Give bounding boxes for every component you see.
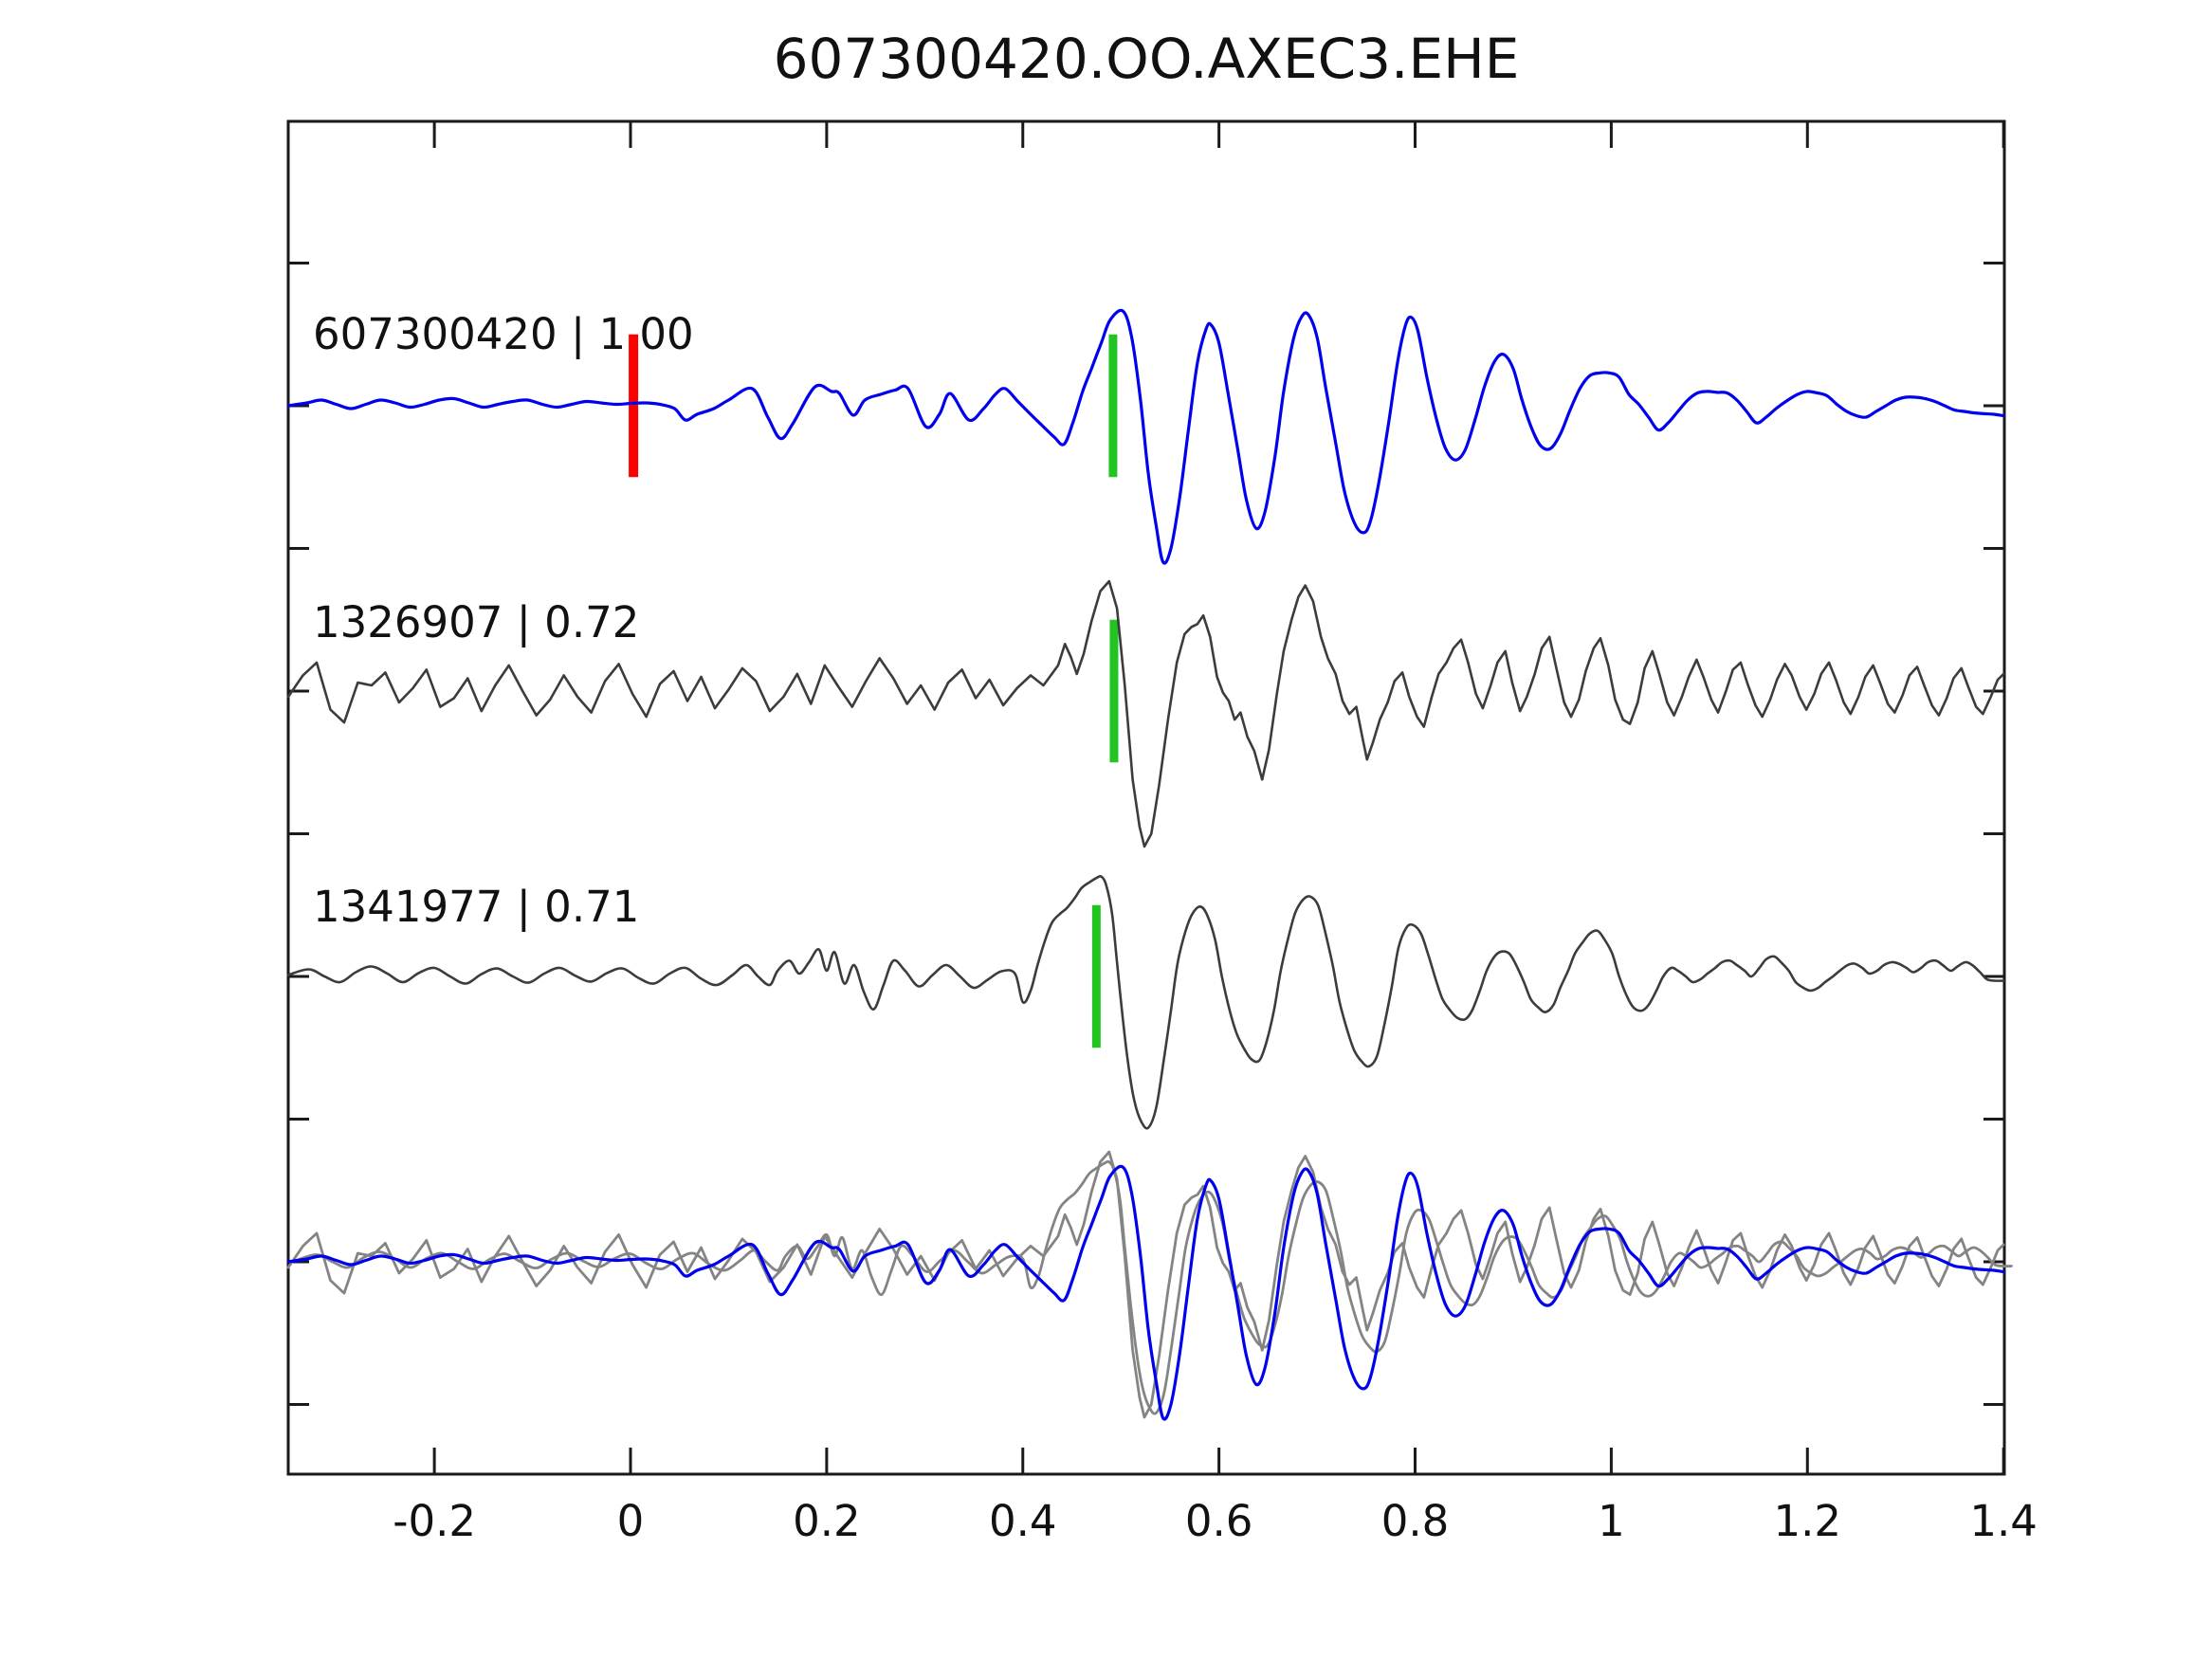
- plot-frame: [286, 119, 2006, 1476]
- overlay-template: [286, 1164, 2005, 1421]
- x-tick-label: 0.2: [793, 1496, 861, 1546]
- x-tick-label: -0.2: [393, 1496, 476, 1546]
- overlay-det1: [286, 1150, 2005, 1419]
- x-tick-label: 0.6: [1185, 1496, 1253, 1546]
- trace-label-detection-1: 1326907 | 0.72: [313, 597, 640, 647]
- x-tick-label: 0: [617, 1496, 645, 1546]
- figure-title: 607300420.OO.AXEC3.EHE: [773, 27, 1520, 91]
- waveform-row1: [286, 308, 2005, 565]
- x-tick-label: 0.4: [989, 1496, 1057, 1546]
- waveform-row3: [286, 874, 2005, 1130]
- x-tick-label: 0.8: [1381, 1496, 1450, 1546]
- x-tick-label: 1: [1598, 1496, 1625, 1546]
- trace-label-detection-2: 1341977 | 0.71: [313, 882, 640, 932]
- waveform-row2: [286, 579, 2005, 848]
- x-tick-label: 1.2: [1773, 1496, 1841, 1546]
- x-tick-label: 1.4: [1969, 1496, 2038, 1546]
